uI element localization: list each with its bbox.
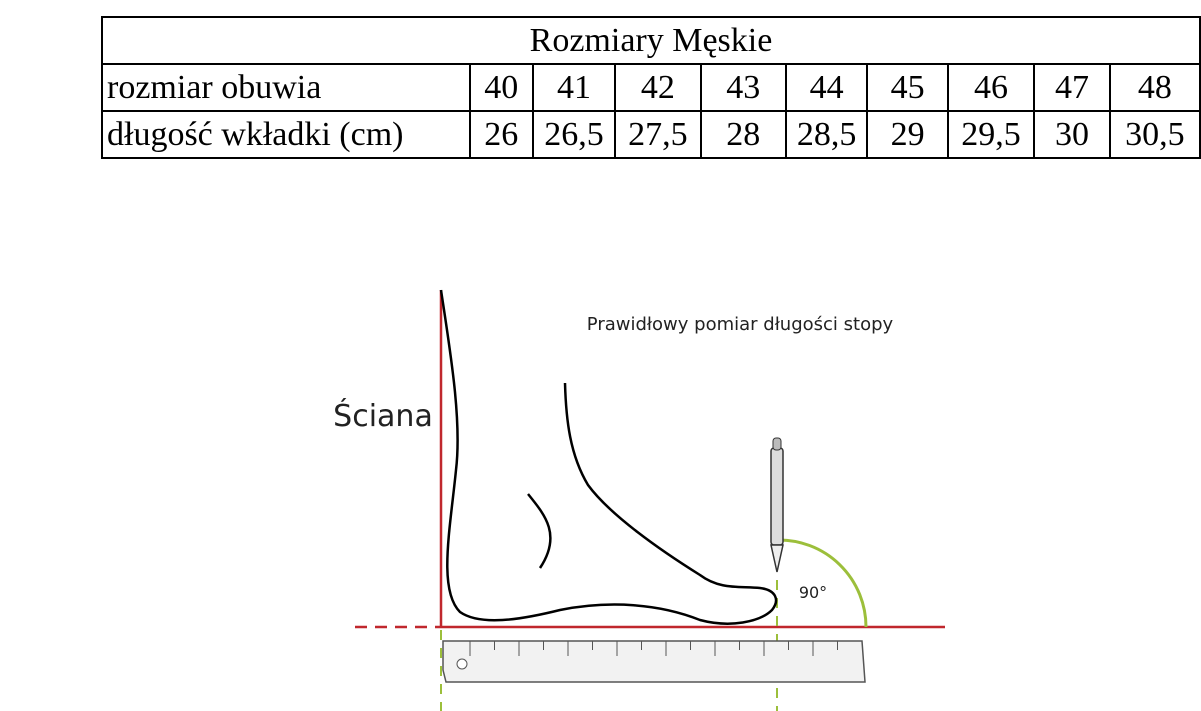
cell: 48: [1108, 63, 1201, 112]
table-title: Rozmiary Męskie: [101, 16, 1201, 65]
cell: 29,5: [946, 110, 1036, 159]
cell: 26,5: [531, 110, 617, 159]
foot-arch: [527, 493, 552, 569]
cell: 28: [699, 110, 787, 159]
cell: 40: [468, 63, 534, 112]
cell: 28,5: [784, 110, 869, 159]
table-row: rozmiar obuwia 40 41 42 43 44 45 46 47 48: [101, 63, 1201, 112]
cell: 45: [866, 63, 949, 112]
cell: 41: [531, 63, 617, 112]
table-body: Rozmiary Męskie rozmiar obuwia 40 41 42 43 44…: [101, 16, 1201, 159]
title-row: Rozmiary Męskie: [101, 16, 1201, 65]
cell: 43: [699, 63, 787, 112]
caption: Prawidłowy pomiar długości stopy: [587, 314, 894, 335]
angle-arc: [776, 538, 868, 628]
cell: 26: [468, 110, 534, 159]
cell: 30: [1033, 110, 1111, 159]
cell: 27,5: [614, 110, 702, 159]
cell: 30,5: [1108, 110, 1201, 159]
cell: 44: [784, 63, 869, 112]
table-row: długość wkładki (cm) 26 26,5 27,5 28 28,5 29 29…: [101, 110, 1201, 159]
cell: 29: [866, 110, 949, 159]
ruler: [442, 640, 866, 683]
wall-label: Ściana: [333, 397, 433, 434]
row-label: rozmiar obuwia: [101, 63, 471, 112]
cell: 47: [1033, 63, 1111, 112]
angle-label: 90°: [799, 583, 827, 602]
size-table: Rozmiary Męskie rozmiar obuwia 40 41 42 43 44…: [101, 16, 1201, 159]
cell: 42: [614, 63, 702, 112]
pencil: [770, 437, 784, 573]
foot-outline: [439, 289, 778, 625]
cell: 46: [946, 63, 1036, 112]
row-label: długość wkładki (cm): [101, 110, 471, 159]
